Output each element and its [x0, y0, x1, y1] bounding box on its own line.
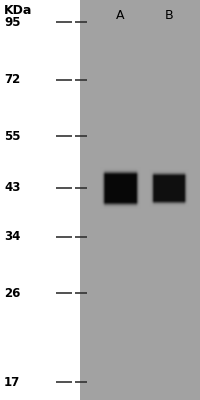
Text: KDa: KDa [4, 4, 32, 16]
Text: 26: 26 [4, 287, 20, 300]
Text: A: A [116, 9, 124, 22]
Text: 72: 72 [4, 74, 20, 86]
FancyBboxPatch shape [80, 0, 200, 400]
Text: 17: 17 [4, 376, 20, 388]
Text: 95: 95 [4, 16, 20, 28]
Text: 55: 55 [4, 130, 20, 143]
Text: B: B [164, 9, 172, 22]
Text: 43: 43 [4, 181, 20, 194]
Text: 34: 34 [4, 230, 20, 244]
